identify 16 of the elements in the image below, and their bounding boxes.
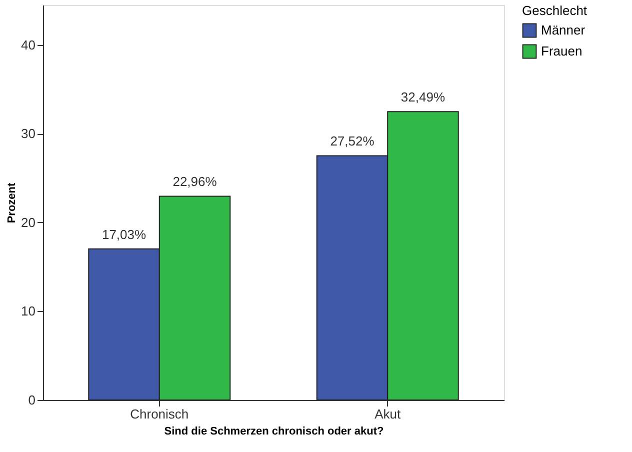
data-label: 17,03% bbox=[102, 226, 146, 242]
x-tick-label: Chronisch bbox=[130, 406, 189, 422]
y-tick-label: 40 bbox=[21, 37, 36, 52]
x-axis-title: Sind die Schmerzen chronisch oder akut? bbox=[164, 426, 384, 438]
data-label: 32,49% bbox=[400, 90, 446, 105]
data-label: 27,52% bbox=[330, 134, 375, 149]
y-tick-label: 30 bbox=[21, 126, 36, 142]
data-label: 22,96% bbox=[172, 174, 218, 190]
legend-title: Geschlecht bbox=[522, 3, 588, 18]
y-tick-label: 0 bbox=[28, 392, 36, 408]
y-axis-title: Prozent bbox=[6, 182, 18, 224]
legend-label: Frauen bbox=[541, 44, 582, 58]
y-tick-label: 10 bbox=[21, 304, 36, 319]
y-tick-label: 20 bbox=[21, 214, 36, 230]
legend-label: Männer bbox=[541, 22, 586, 38]
x-tick-label: Akut bbox=[374, 406, 401, 422]
